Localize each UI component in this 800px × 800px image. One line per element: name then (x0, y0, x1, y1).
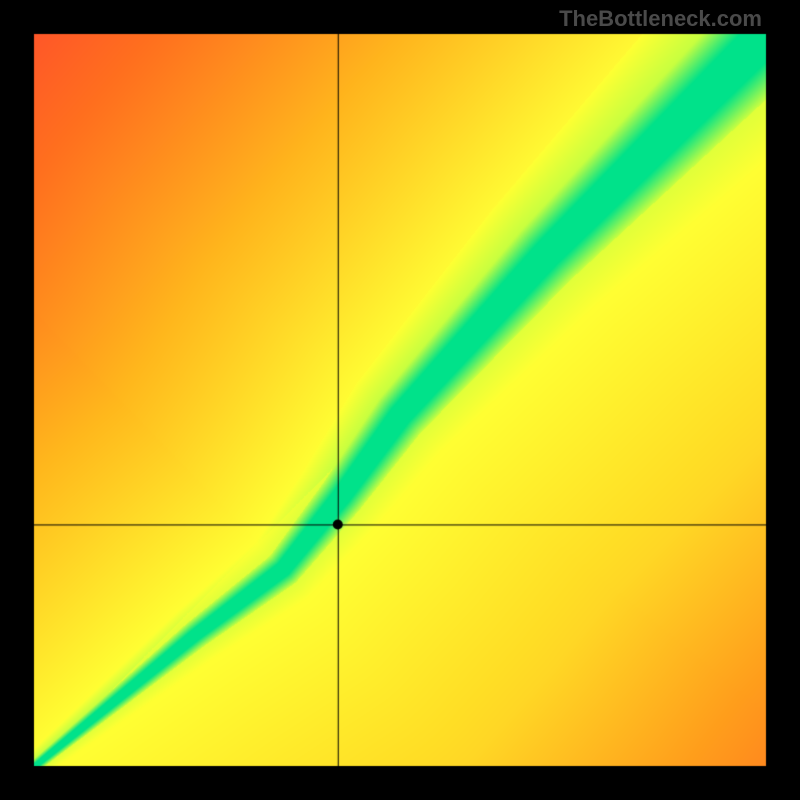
chart-container: TheBottleneck.com (0, 0, 800, 800)
watermark-text: TheBottleneck.com (559, 6, 762, 32)
heatmap-canvas (0, 0, 800, 800)
